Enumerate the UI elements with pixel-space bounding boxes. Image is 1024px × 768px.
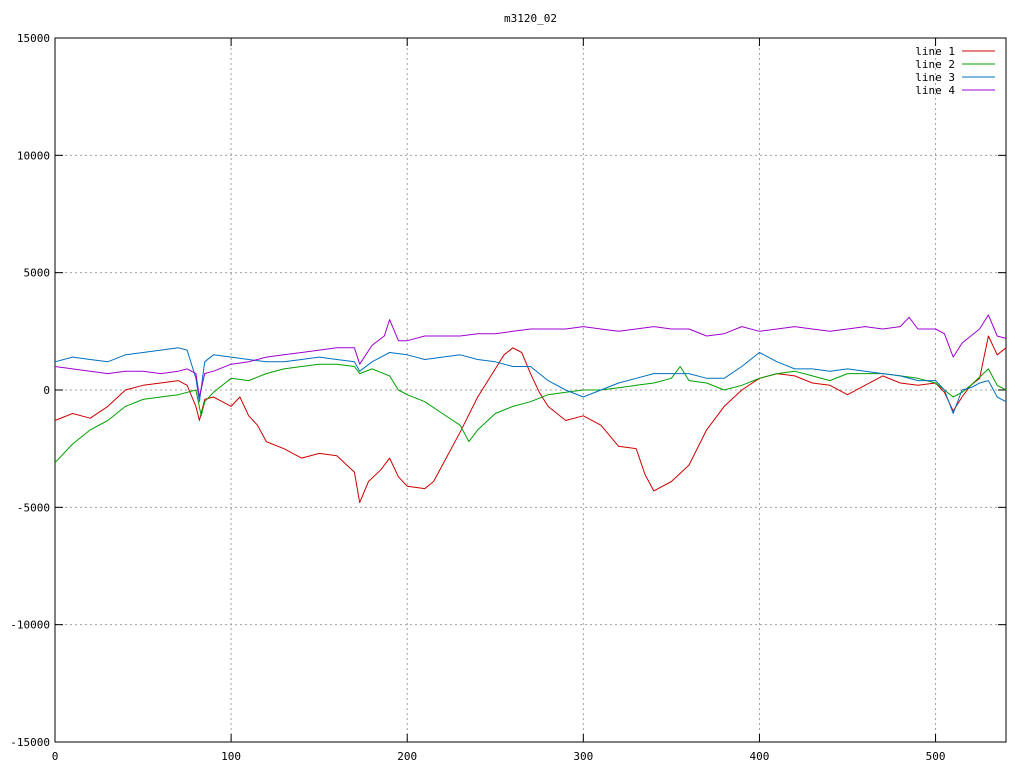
y-tick-label: 0 [43, 384, 50, 397]
series-lines [54, 314, 1007, 504]
y-tick-label: 5000 [24, 267, 51, 280]
y-tick-label: 15000 [17, 32, 50, 45]
x-tick-label: 100 [221, 750, 241, 763]
x-tick-label: 200 [397, 750, 417, 763]
legend-label: line 1 [915, 45, 955, 58]
legend-label: line 4 [915, 84, 955, 97]
x-tick-label: 500 [926, 750, 946, 763]
series-line-4 [54, 314, 1007, 398]
series-line-1 [54, 335, 1007, 504]
x-tick-label: 400 [750, 750, 770, 763]
x-tick-label: 300 [573, 750, 593, 763]
y-tick-label: -15000 [10, 736, 50, 749]
legend-label: line 2 [915, 58, 955, 71]
y-tick-label: 10000 [17, 149, 50, 162]
x-tick-label: 0 [52, 750, 59, 763]
series-line-2 [54, 363, 1007, 464]
y-tick-label: -5000 [17, 501, 50, 514]
legend-label: line 3 [915, 71, 955, 84]
axis-ticks: -15000 -10000 -5000 0 5000 10000 15000 0 100 200 3… [10, 32, 1006, 763]
y-tick-label: -10000 [10, 619, 50, 632]
chart-title: m3120_02 [504, 12, 557, 25]
